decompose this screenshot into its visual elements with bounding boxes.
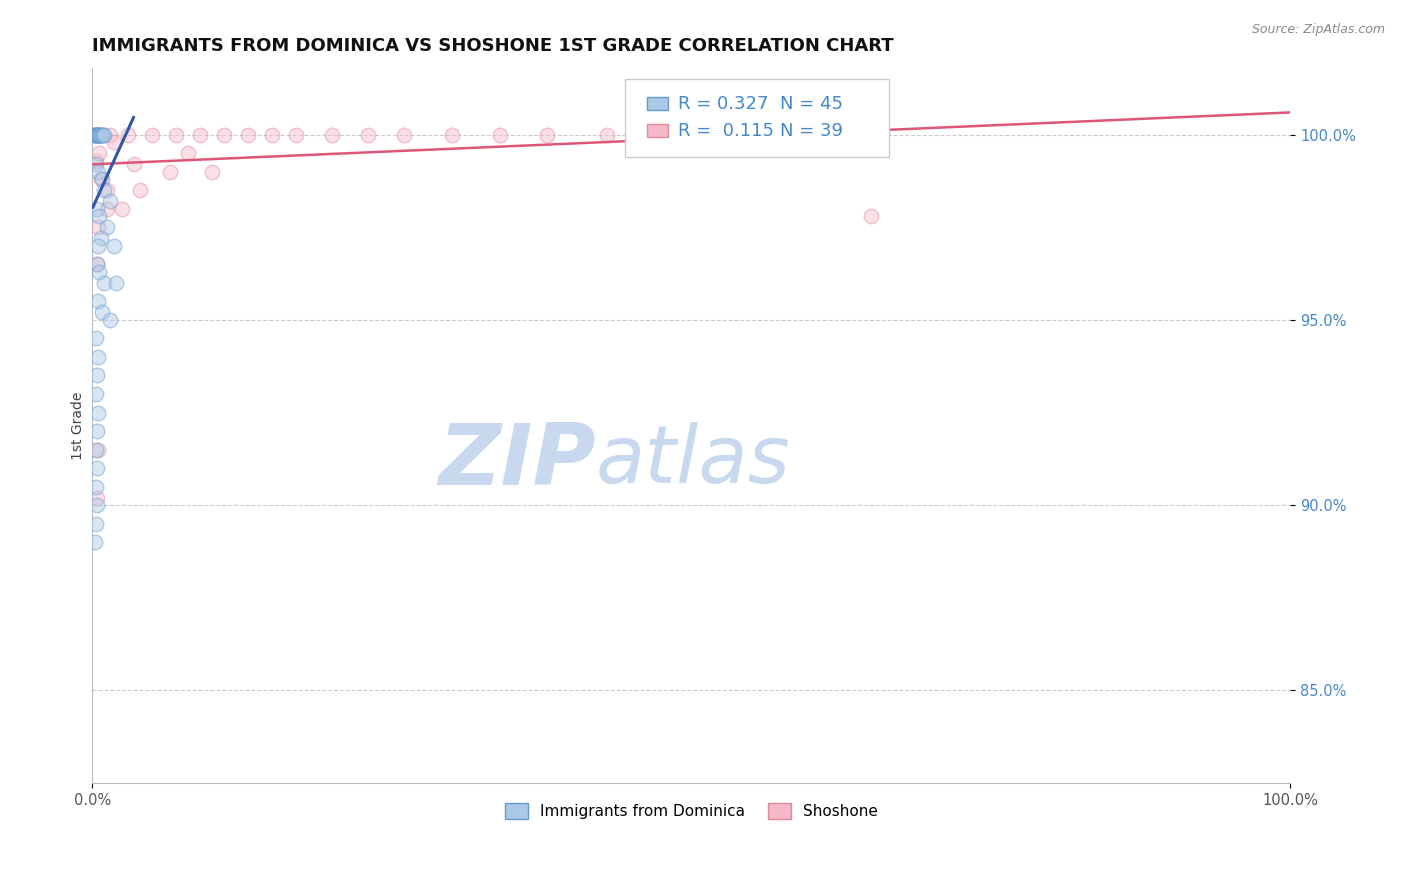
FancyBboxPatch shape <box>647 125 668 137</box>
Point <box>87 294 110 309</box>
Point <box>177 146 200 161</box>
Point <box>824 128 846 142</box>
Point <box>129 183 152 197</box>
FancyBboxPatch shape <box>647 97 668 110</box>
Point <box>90 305 112 319</box>
Point <box>86 128 108 142</box>
Point <box>91 128 114 142</box>
Point <box>93 183 115 197</box>
Text: atlas: atlas <box>595 422 790 500</box>
Point <box>859 209 882 223</box>
Point <box>86 128 108 142</box>
Text: ZIP: ZIP <box>437 420 595 503</box>
Point <box>86 128 108 142</box>
Point <box>84 442 107 457</box>
Point <box>103 135 125 149</box>
Point <box>89 128 111 142</box>
Point <box>98 194 121 209</box>
Point <box>96 183 118 197</box>
Point <box>165 128 187 142</box>
Point <box>89 128 111 142</box>
Point <box>84 157 107 171</box>
Point <box>84 516 107 531</box>
Point <box>159 164 181 178</box>
Point <box>86 368 108 383</box>
Point <box>201 164 224 178</box>
Point <box>117 128 139 142</box>
Point <box>90 128 112 142</box>
Point <box>87 128 110 142</box>
Text: IMMIGRANTS FROM DOMINICA VS SHOSHONE 1ST GRADE CORRELATION CHART: IMMIGRANTS FROM DOMINICA VS SHOSHONE 1ST… <box>93 37 894 55</box>
Point <box>776 128 799 142</box>
Point <box>86 461 108 475</box>
Point <box>96 220 118 235</box>
Point <box>188 128 211 142</box>
Point <box>87 239 110 253</box>
Text: R =  0.115: R = 0.115 <box>678 122 775 140</box>
Point <box>89 265 111 279</box>
Point <box>357 128 380 142</box>
Point <box>87 220 110 235</box>
Point <box>657 128 679 142</box>
Point <box>87 442 110 457</box>
Point <box>212 128 235 142</box>
Point <box>87 405 110 419</box>
Point <box>83 128 105 142</box>
Point <box>105 276 128 290</box>
Point <box>141 128 163 142</box>
Y-axis label: 1st Grade: 1st Grade <box>72 392 86 459</box>
Point <box>84 480 107 494</box>
Point <box>84 153 107 168</box>
FancyBboxPatch shape <box>626 78 889 157</box>
Point <box>86 128 108 142</box>
Point <box>488 128 510 142</box>
Point <box>86 257 108 271</box>
Point <box>98 128 121 142</box>
Point <box>86 424 108 438</box>
Point <box>83 535 105 549</box>
Point <box>83 128 105 142</box>
Point <box>284 128 307 142</box>
Point <box>87 128 110 142</box>
Point <box>321 128 343 142</box>
Point <box>87 350 110 364</box>
Point <box>86 498 108 512</box>
Point <box>93 128 115 142</box>
Text: N = 39: N = 39 <box>780 122 842 140</box>
Point <box>87 164 110 178</box>
Point <box>440 128 463 142</box>
Point <box>86 257 108 271</box>
Point <box>111 202 134 216</box>
Point <box>93 276 115 290</box>
Point <box>84 387 107 401</box>
Point <box>84 128 107 142</box>
Point <box>90 231 112 245</box>
Point <box>392 128 415 142</box>
Point <box>596 128 619 142</box>
Point <box>86 202 108 216</box>
Point <box>716 128 738 142</box>
Point <box>236 128 259 142</box>
Point <box>90 128 112 142</box>
Point <box>89 146 111 161</box>
Point <box>84 128 107 142</box>
Point <box>96 202 118 216</box>
Point <box>260 128 283 142</box>
Text: N = 45: N = 45 <box>780 95 842 112</box>
Point <box>90 172 112 186</box>
Point <box>84 331 107 345</box>
Point <box>90 128 112 142</box>
Legend: Immigrants from Dominica, Shoshone: Immigrants from Dominica, Shoshone <box>499 797 884 825</box>
Point <box>98 313 121 327</box>
Point <box>89 209 111 223</box>
Text: Source: ZipAtlas.com: Source: ZipAtlas.com <box>1251 23 1385 37</box>
Point <box>103 239 125 253</box>
Point <box>86 491 108 505</box>
Point <box>90 172 112 186</box>
Text: R = 0.327: R = 0.327 <box>678 95 769 112</box>
Point <box>122 157 145 171</box>
Point <box>536 128 558 142</box>
